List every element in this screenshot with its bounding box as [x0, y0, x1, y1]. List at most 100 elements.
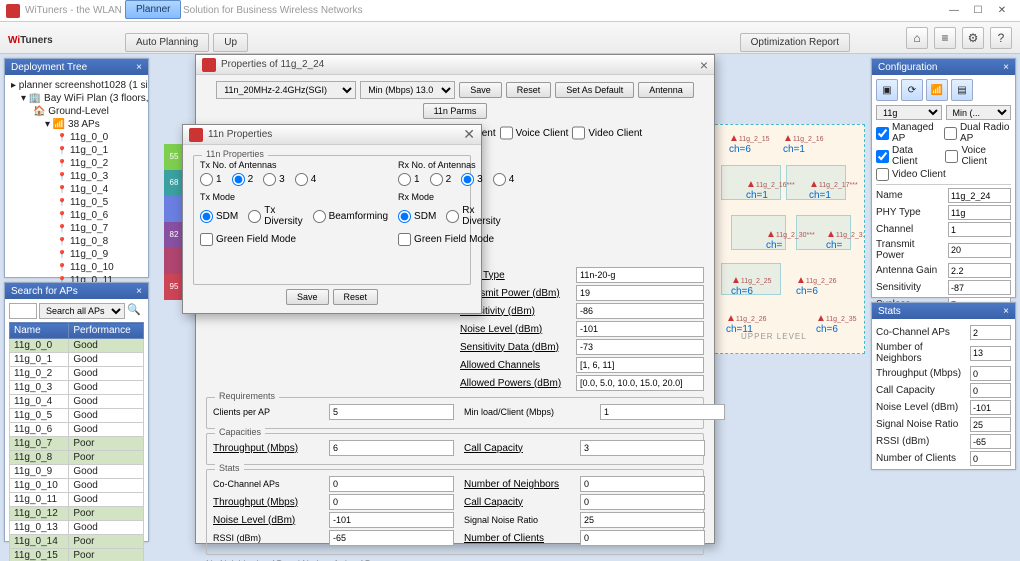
table-row[interactable]: 11g_0_11Good: [10, 493, 144, 507]
save-button[interactable]: Save: [459, 82, 502, 98]
table-row[interactable]: 11g_0_14Poor: [10, 535, 144, 549]
band-select[interactable]: 11g: [876, 105, 942, 120]
minload-input[interactable]: [600, 404, 725, 420]
ap-marker[interactable]: ▲11g_2_30***ch=: [766, 229, 815, 251]
chk-dual[interactable]: [944, 127, 957, 140]
dialog-close-icon[interactable]: ✕: [463, 126, 475, 143]
ap-marker[interactable]: ▲11g_2_16ch=1: [783, 133, 824, 155]
cfg-input[interactable]: [948, 205, 1011, 220]
tree-ap-item[interactable]: 📍11g_0_2: [9, 157, 144, 170]
table-row[interactable]: 11g_0_10Good: [10, 479, 144, 493]
chk-data[interactable]: [876, 150, 889, 163]
cfg-icon-2[interactable]: ⟳: [901, 79, 923, 101]
minimize-icon[interactable]: —: [942, 5, 966, 16]
ap-marker[interactable]: ▲11g_2_35ch=6: [816, 313, 857, 335]
txmode-radio[interactable]: [248, 210, 261, 223]
txant-radio[interactable]: [200, 173, 213, 186]
txant-radio[interactable]: [263, 173, 276, 186]
cfg-input[interactable]: [948, 263, 1011, 278]
table-row[interactable]: 11g_0_9Good: [10, 465, 144, 479]
home-icon[interactable]: ⌂: [906, 27, 928, 49]
ap-marker[interactable]: ▲11g_2_26ch=6: [796, 275, 837, 297]
save-button[interactable]: Save: [286, 289, 329, 305]
props-input[interactable]: [576, 357, 704, 373]
table-row[interactable]: 11g_0_7Poor: [10, 437, 144, 451]
rxant-radio[interactable]: [430, 173, 443, 186]
layers-icon[interactable]: ≡: [934, 27, 956, 49]
txant-radio[interactable]: [232, 173, 245, 186]
rxmode-radio[interactable]: [446, 210, 459, 223]
tab-planner[interactable]: Planner: [125, 0, 181, 19]
close-icon[interactable]: ✕: [990, 5, 1014, 16]
table-row[interactable]: 11g_0_2Good: [10, 367, 144, 381]
ap-marker[interactable]: ▲11g_2_15ch=6: [729, 133, 770, 155]
txant-radio[interactable]: [295, 173, 308, 186]
gear-icon[interactable]: ⚙: [962, 27, 984, 49]
tree-ap-item[interactable]: 📍11g_0_3: [9, 170, 144, 183]
props-input[interactable]: [576, 285, 704, 301]
chk-video[interactable]: [876, 168, 889, 181]
ap-marker[interactable]: ▲11g_2_25ch=6: [731, 275, 772, 297]
cfg-icon-4[interactable]: ▤: [951, 79, 973, 101]
txmode-radio[interactable]: [313, 210, 326, 223]
tree-ap-item[interactable]: 📍11g_0_4: [9, 183, 144, 196]
tree-ap-item[interactable]: 📍11g_0_8: [9, 235, 144, 248]
tree-ap-item[interactable]: 📍11g_0_0: [9, 131, 144, 144]
ap-marker[interactable]: ▲11g_2_17***ch=1: [809, 179, 858, 201]
chk-greenfield-tx[interactable]: [200, 233, 213, 246]
reset-button[interactable]: Reset: [333, 289, 379, 305]
panel-close-icon[interactable]: ×: [136, 286, 142, 297]
table-row[interactable]: 11g_0_5Good: [10, 409, 144, 423]
default-button[interactable]: Set As Default: [555, 82, 634, 98]
props-input[interactable]: [576, 375, 704, 391]
throughput-input[interactable]: [329, 440, 454, 456]
callcap-input[interactable]: [580, 440, 705, 456]
txmode-radio[interactable]: [200, 210, 213, 223]
rxant-radio[interactable]: [398, 173, 411, 186]
help-icon[interactable]: ?: [990, 27, 1012, 49]
panel-close-icon[interactable]: ×: [1003, 62, 1009, 73]
search-input[interactable]: [9, 303, 37, 319]
tab-up[interactable]: Up: [213, 33, 248, 52]
maximize-icon[interactable]: ☐: [966, 5, 990, 16]
search-go-icon[interactable]: 🔍: [127, 303, 141, 319]
rxmode-radio[interactable]: [398, 210, 411, 223]
props-input[interactable]: [576, 267, 704, 283]
panel-close-icon[interactable]: ×: [1003, 306, 1009, 317]
11n-parms-button[interactable]: 11n Parms: [423, 103, 488, 119]
cfg-icon-3[interactable]: 📶: [926, 79, 948, 101]
table-row[interactable]: 11g_0_13Good: [10, 521, 144, 535]
ap-marker[interactable]: ▲11g_2_31ch=: [826, 229, 865, 251]
table-row[interactable]: 11g_0_4Good: [10, 395, 144, 409]
props-input[interactable]: [576, 339, 704, 355]
tree-ap-item[interactable]: 📍11g_0_5: [9, 196, 144, 209]
rate-select[interactable]: Min (Mbps) 13.0: [360, 81, 455, 99]
cfg-icon-1[interactable]: ▣: [876, 79, 898, 101]
chk-managed[interactable]: [876, 127, 889, 140]
tree-ap-item[interactable]: 📍11g_0_6: [9, 209, 144, 222]
tree-ap-item[interactable]: 📍11g_0_7: [9, 222, 144, 235]
ap-marker[interactable]: ▲11g_2_16***ch=1: [746, 179, 795, 201]
chk-voice[interactable]: [500, 124, 513, 142]
props-input[interactable]: [576, 321, 704, 337]
tree-ap-item[interactable]: 📍11g_0_1: [9, 144, 144, 157]
cfg-input[interactable]: [948, 222, 1011, 237]
antenna-button[interactable]: Antenna: [638, 82, 694, 98]
min-select[interactable]: Min (...: [946, 105, 1012, 120]
rxant-radio[interactable]: [493, 173, 506, 186]
table-row[interactable]: 11g_0_3Good: [10, 381, 144, 395]
dialog-close-icon[interactable]: ×: [700, 57, 708, 73]
ap-marker[interactable]: ▲11g_2_26ch=11: [726, 313, 767, 335]
table-row[interactable]: 11g_0_8Poor: [10, 451, 144, 465]
reset-button[interactable]: Reset: [506, 82, 552, 98]
panel-close-icon[interactable]: ×: [136, 62, 142, 73]
table-row[interactable]: 11g_0_0Good: [10, 339, 144, 353]
tab-opt-report[interactable]: Optimization Report: [740, 33, 850, 52]
table-row[interactable]: 11g_0_6Good: [10, 423, 144, 437]
clients-per-ap-input[interactable]: [329, 404, 454, 420]
tree-ap-item[interactable]: 📍11g_0_9: [9, 248, 144, 261]
table-row[interactable]: 11g_0_1Good: [10, 353, 144, 367]
props-input[interactable]: [576, 303, 704, 319]
search-scope-select[interactable]: Search all APs: [39, 303, 125, 319]
cfg-input[interactable]: [948, 243, 1011, 258]
